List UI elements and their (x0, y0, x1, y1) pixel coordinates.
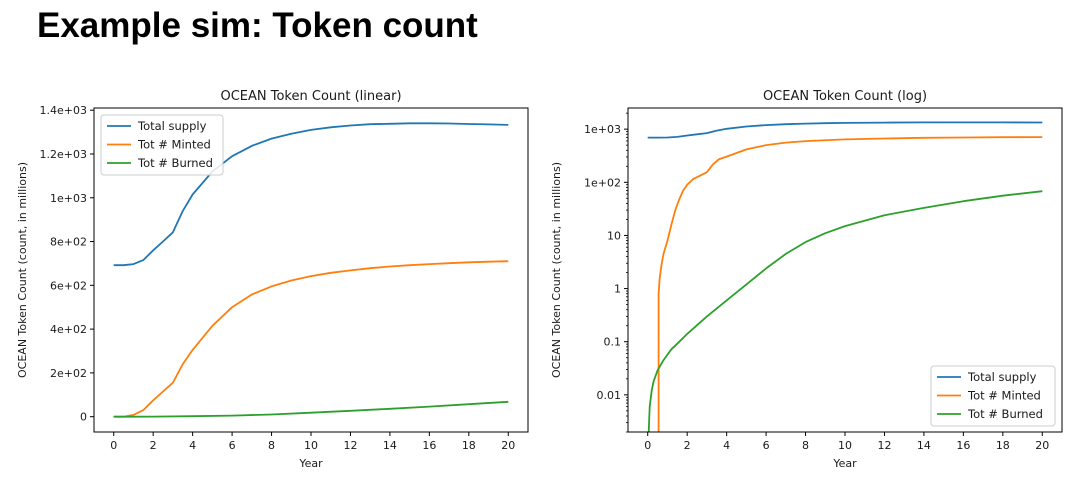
chart-title: OCEAN Token Count (log) (763, 89, 927, 104)
y-tick-label: 1e+03 (50, 192, 87, 205)
legend-label: Tot # Burned (967, 407, 1043, 421)
y-tick-label: 0.01 (597, 389, 622, 402)
series-line-total-supply (113, 122, 509, 267)
x-tick-label: 8 (802, 439, 809, 452)
y-tick-label: 1.4e+03 (40, 104, 87, 117)
x-tick-label: 20 (1035, 439, 1049, 452)
plot-area (113, 122, 509, 418)
legend-label: Tot # Minted (137, 138, 211, 152)
x-tick-label: 10 (304, 439, 318, 452)
x-tick-label: 4 (723, 439, 730, 452)
legend: Total supply Tot # Minted Tot # Burned (100, 114, 224, 176)
x-tick-label: 6 (763, 439, 770, 452)
y-tick-label: 8e+02 (50, 236, 87, 249)
legend: Total supply Tot # Minted Tot # Burned (930, 365, 1056, 427)
chart-1: 0 2 4 6 8 10 12 14 16 18 20 0 2e+02 4e+02 6e+02 8e+02 1e… (16, 89, 529, 470)
x-tick-label: 8 (268, 439, 275, 452)
x-tick-label: 4 (189, 439, 196, 452)
x-tick-label: 18 (996, 439, 1010, 452)
y-tick-label: 1e+03 (584, 123, 621, 136)
y-tick-label: 0.1 (604, 336, 622, 349)
y-tick-label: 0 (80, 411, 87, 424)
y-tick-label: 1 (614, 283, 621, 296)
series-line-tot-minted (657, 136, 1043, 432)
y-tick-label: 1.2e+03 (40, 148, 87, 161)
legend-label: Tot # Minted (967, 389, 1041, 403)
series-line-tot-burned (113, 400, 509, 418)
page-title: Example sim: Token count (37, 6, 478, 45)
series-line-tot-minted (113, 260, 509, 418)
x-tick-label: 20 (501, 439, 515, 452)
x-tick-label: 10 (838, 439, 852, 452)
y-tick-label: 10 (607, 229, 621, 242)
x-tick-label: 14 (383, 439, 397, 452)
legend-box (100, 114, 224, 176)
x-axis-label: Year (298, 457, 323, 470)
x-tick-label: 14 (917, 439, 931, 452)
legend-box (930, 365, 1056, 427)
series-line-total-supply (647, 121, 1043, 139)
x-tick-label: 2 (684, 439, 691, 452)
x-tick-label: 18 (462, 439, 476, 452)
y-tick-label: 1e+02 (584, 176, 621, 189)
legend-label: Total supply (967, 370, 1037, 384)
y-axis-label: OCEAN Token Count (count, in millions) (16, 162, 29, 378)
y-tick-label: 6e+02 (50, 279, 87, 292)
x-tick-label: 12 (343, 439, 357, 452)
x-tick-label: 16 (422, 439, 436, 452)
legend-label: Total supply (137, 119, 207, 133)
x-tick-label: 0 (110, 439, 117, 452)
x-axis-label: Year (832, 457, 857, 470)
x-tick-label: 0 (644, 439, 651, 452)
plot-area (647, 121, 1043, 432)
y-tick-label: 4e+02 (50, 323, 87, 336)
legend-label: Tot # Burned (137, 156, 213, 170)
x-tick-label: 12 (877, 439, 891, 452)
x-tick-label: 2 (150, 439, 157, 452)
y-tick-label: 2e+02 (50, 367, 87, 380)
series-line-tot-burned (647, 190, 1043, 432)
chart-2: 0 2 4 6 8 10 12 14 16 18 20 0.01 0.1 1 10 1e+02 1e+03 OCE… (550, 89, 1063, 470)
x-tick-label: 16 (956, 439, 970, 452)
chart-title: OCEAN Token Count (linear) (220, 89, 401, 104)
x-tick-label: 6 (229, 439, 236, 452)
y-axis-label: OCEAN Token Count (count, in millions) (550, 162, 563, 378)
